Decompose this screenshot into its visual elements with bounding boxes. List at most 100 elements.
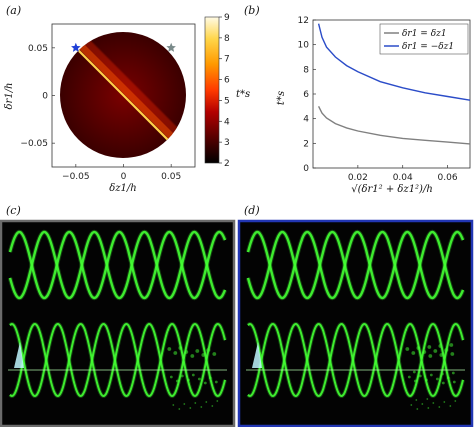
breakup-droplet [195, 349, 200, 353]
breakup-droplet [443, 401, 446, 403]
ytick-label-a: 0 [42, 92, 48, 102]
series-line-blue [317, 23, 471, 101]
breakup-droplet [189, 407, 192, 409]
breakup-droplet [427, 345, 432, 349]
breakup-droplet [446, 376, 450, 380]
breakup-droplet [178, 346, 183, 350]
panel-label-a: (a) [6, 4, 21, 17]
blue-star-marker [71, 42, 81, 52]
ytick-label-b: 12 [298, 16, 309, 26]
heatmap-disc [60, 32, 186, 158]
colorbar-tick-label: 3 [224, 138, 230, 148]
breakup-droplet [438, 406, 441, 408]
helix-strand [246, 230, 465, 300]
breakup-droplet [184, 350, 189, 354]
ytick-label-b: 4 [303, 115, 309, 125]
breakup-droplet [191, 373, 195, 377]
breakup-droplet [412, 370, 416, 374]
breakup-droplet [175, 379, 179, 383]
xtick-label-a: −0.05 [62, 172, 90, 182]
colorbar-tick-label: 4 [224, 117, 230, 127]
breakup-droplet [428, 354, 433, 358]
grey-star-marker [166, 42, 176, 52]
breakup-droplet [413, 379, 417, 383]
xtick-label-b: 0.02 [348, 173, 368, 183]
breakup-droplet [452, 380, 456, 384]
breakup-droplet [205, 401, 208, 403]
colorbar [204, 16, 220, 164]
breakup-droplet [454, 400, 457, 402]
colorbar-tick-label: 5 [224, 96, 230, 106]
breakup-droplet [173, 351, 178, 355]
breakup-droplet [200, 406, 203, 408]
ylabel-a: δr1/h [4, 83, 15, 110]
breakup-droplet [435, 377, 439, 381]
helix-strand [8, 230, 227, 300]
ytick-label-b: 10 [298, 41, 310, 51]
breakup-droplet [405, 329, 408, 331]
ytick-label-b: 8 [303, 65, 309, 75]
breakup-droplet [439, 353, 444, 357]
ytick-label-b: 0 [303, 164, 309, 174]
breakup-droplet [416, 408, 419, 410]
breakup-droplet [424, 378, 428, 382]
helix-strand [246, 230, 465, 300]
breakup-droplet [426, 398, 429, 400]
breakup-droplet [203, 381, 207, 385]
breakup-droplet [451, 371, 455, 375]
breakup-droplet [427, 407, 430, 409]
xtick-label-a: 0 [121, 172, 127, 182]
breakup-droplet [190, 354, 195, 358]
legend-label-blue: δr1 = −δz1 [402, 42, 454, 52]
breakup-droplet [432, 402, 435, 404]
panel-label-c: (c) [6, 204, 21, 217]
colorbar-label: t*s [236, 89, 250, 100]
xtick-label-a: 0.05 [161, 172, 181, 182]
ytick-label-b: 6 [303, 90, 309, 100]
breakup-droplet [433, 349, 438, 353]
breakup-droplet [208, 376, 212, 380]
ylabel-b: t*s [276, 91, 287, 105]
panel-b-line-chart: (b) 0.02 0.04 0.06 0 2 4 6 8 10 12 δr1 = δz1 δr1 … [244, 4, 471, 195]
colorbar-tick-label: 2 [224, 159, 230, 169]
breakup-droplet [444, 348, 449, 352]
breakup-droplet [422, 350, 427, 354]
breakup-droplet [167, 329, 170, 331]
breakup-droplet [180, 374, 184, 378]
breakup-droplet [407, 375, 411, 379]
breakup-droplet [449, 343, 454, 347]
breakup-droplet [206, 348, 211, 352]
breakup-droplet [449, 405, 452, 407]
nozzle-highlight [252, 342, 262, 368]
panel-label-d: (d) [244, 204, 260, 217]
xlabel-b: √(δr1² + δz1²)/h [351, 184, 433, 195]
helix-strand [9, 322, 226, 398]
breakup-droplet [440, 372, 444, 376]
legend-label-grey: δr1 = δz1 [402, 29, 447, 39]
breakup-droplet [416, 346, 421, 350]
xtick-label-b: 0.04 [393, 173, 413, 183]
breakup-droplet [183, 403, 186, 405]
breakup-droplet [411, 351, 416, 355]
breakup-droplet [415, 399, 418, 401]
breakup-droplet [216, 400, 219, 402]
breakup-droplet [418, 374, 422, 378]
breakup-droplet [211, 405, 214, 407]
colorbar-tick-label: 6 [224, 76, 230, 86]
panel-label-b: (b) [244, 4, 260, 17]
xlabel-a: δz1/h [109, 183, 136, 194]
breakup-droplet [172, 404, 175, 406]
panel-c-photo: (c) [0, 204, 236, 427]
xtick-label-b: 0.06 [438, 173, 458, 183]
legend: δr1 = δz1 δr1 = −δz1 [379, 23, 469, 55]
breakup-droplet [429, 373, 433, 377]
breakup-droplet [421, 403, 424, 405]
breakup-droplet [201, 353, 206, 357]
colorbar-tick-label: 7 [224, 55, 230, 65]
helix-strand [247, 322, 464, 398]
helix-strand [8, 230, 227, 300]
breakup-droplet [438, 344, 443, 348]
breakup-droplet [405, 347, 410, 351]
ytick-label-b: 2 [303, 139, 309, 149]
